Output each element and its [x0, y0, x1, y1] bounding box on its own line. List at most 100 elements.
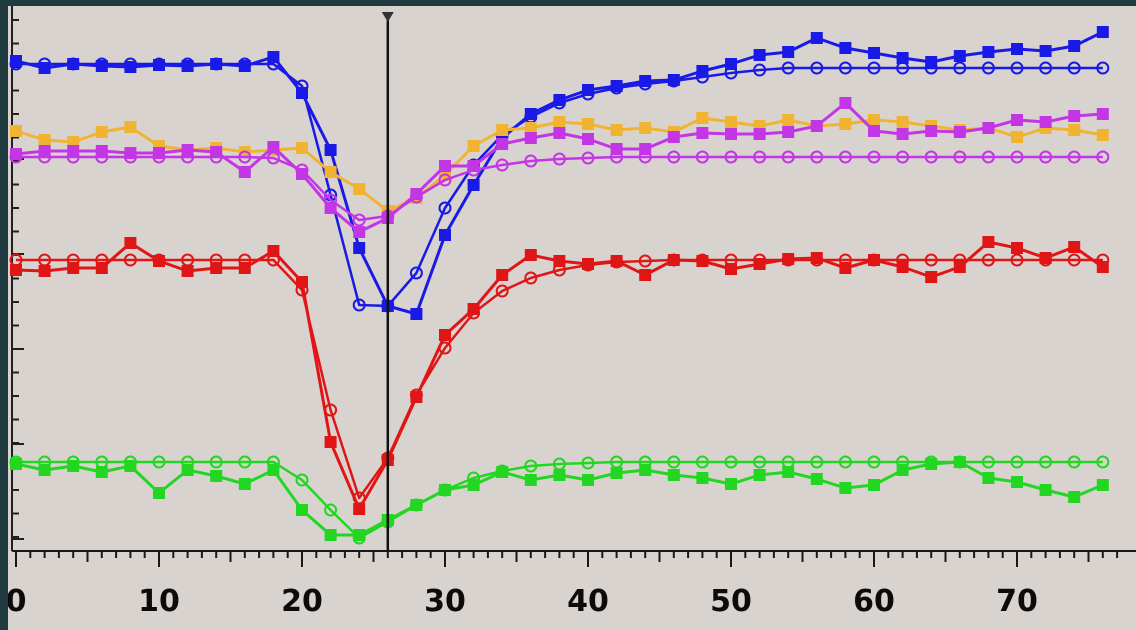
measured-point	[353, 183, 366, 195]
fit-point	[867, 61, 881, 75]
line-chart: 0 10 20 30 40 50 60 70	[8, 6, 1136, 619]
measured-point	[782, 114, 795, 126]
measured-point	[953, 50, 966, 62]
cursor-handle-icon	[381, 12, 394, 22]
fit-point	[1010, 150, 1024, 164]
measured-point	[725, 478, 737, 490]
measured-point	[124, 460, 137, 472]
fit-point	[9, 57, 23, 71]
measured-point	[124, 237, 137, 249]
fit-point	[352, 491, 366, 505]
measured-point	[267, 245, 280, 257]
fit-point	[581, 258, 595, 272]
measured-point	[38, 265, 51, 277]
fit-point	[724, 66, 738, 80]
measured-point	[582, 133, 594, 145]
fit-point	[495, 158, 509, 172]
fit-point	[266, 455, 280, 469]
measured-point	[696, 472, 709, 484]
fit-point	[724, 455, 738, 469]
fit-point	[581, 87, 595, 101]
measured-point	[925, 125, 938, 137]
fit-point	[981, 253, 995, 267]
measured-point	[753, 49, 766, 61]
measured-point	[896, 52, 909, 64]
fit-point	[924, 61, 938, 75]
measured-point	[1068, 40, 1081, 52]
fit-point	[1039, 61, 1053, 75]
series-fit-line	[16, 155, 1103, 222]
fit-point	[9, 253, 23, 267]
fit-point	[495, 464, 509, 478]
series-3	[9, 236, 1110, 515]
measured-point	[524, 474, 537, 486]
fit-point	[867, 150, 881, 164]
measured-point	[95, 126, 108, 138]
measured-point	[124, 121, 137, 133]
fit-point	[123, 455, 137, 469]
measured-point	[896, 116, 909, 128]
fit-point	[667, 253, 681, 267]
fit-point	[123, 253, 137, 267]
measured-point	[524, 108, 537, 120]
fit-point	[238, 253, 252, 267]
measured-point	[839, 118, 852, 130]
fit-point	[438, 173, 452, 187]
measured-point	[982, 122, 995, 134]
chart-panel: 0 10 20 30 40 50 60 70	[8, 6, 1136, 630]
series-group	[9, 26, 1110, 545]
measured-point	[439, 484, 451, 496]
fit-point	[1096, 61, 1110, 75]
measured-point	[467, 303, 480, 315]
measured-point	[553, 127, 566, 139]
fit-point	[295, 163, 309, 177]
measured-point	[839, 97, 852, 109]
measured-point	[238, 166, 251, 178]
fit-point	[95, 253, 109, 267]
fit-point	[867, 253, 881, 267]
fit-point	[467, 471, 481, 485]
measured-point	[324, 166, 337, 178]
fit-point	[38, 57, 52, 71]
fit-point	[66, 57, 80, 71]
measured-point	[1096, 26, 1109, 38]
fit-point	[495, 284, 509, 298]
measured-point	[524, 132, 537, 144]
measured-point	[696, 127, 709, 139]
fit-point	[638, 455, 652, 469]
measured-point	[953, 456, 966, 468]
series-4	[9, 455, 1110, 545]
fit-point	[810, 61, 824, 75]
measured-point	[1068, 110, 1081, 122]
fit-point	[1067, 150, 1081, 164]
fit-point	[266, 57, 280, 71]
measured-point	[439, 160, 451, 172]
fit-point	[781, 455, 795, 469]
fit-point	[896, 150, 910, 164]
fit-point	[409, 190, 423, 204]
measured-point	[296, 142, 308, 154]
measured-point	[810, 120, 823, 132]
measured-point	[467, 179, 480, 191]
measured-point	[725, 128, 737, 140]
fit-point	[95, 150, 109, 164]
fit-point	[552, 263, 566, 277]
fit-point	[1067, 61, 1081, 75]
fit-point	[438, 201, 452, 215]
fit-point	[667, 74, 681, 88]
measured-point	[868, 254, 880, 266]
fit-point	[924, 150, 938, 164]
measured-point	[553, 116, 566, 128]
measured-point	[353, 226, 366, 238]
measured-point	[1011, 131, 1023, 143]
fit-point	[581, 456, 595, 470]
fit-point	[467, 306, 481, 320]
measured-point	[324, 529, 337, 541]
fit-point	[209, 253, 223, 267]
measured-point	[238, 478, 251, 490]
fit-point	[66, 150, 80, 164]
fit-point	[152, 253, 166, 267]
fit-point	[38, 150, 52, 164]
measured-point	[667, 254, 680, 266]
fit-point	[324, 503, 338, 517]
